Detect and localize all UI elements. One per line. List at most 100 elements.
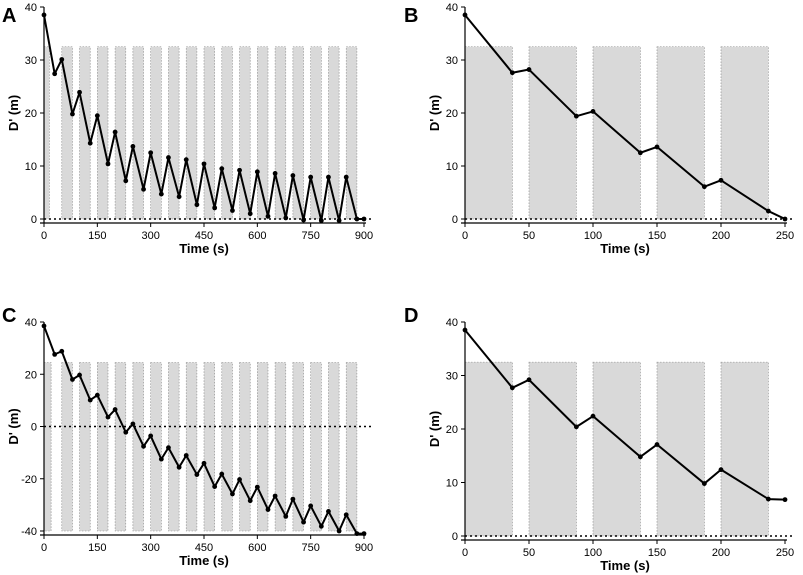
data-point: [782, 497, 788, 503]
chart-panel-b: 0 10 20 30 40 0 50 100 150 200 250 Time (s) D' (m) B: [404, 2, 795, 256]
y-tick-label: 20: [25, 108, 37, 120]
data-point: [361, 531, 367, 537]
shaded-interval: [310, 362, 322, 532]
data-point: [52, 71, 58, 77]
y-tick-label: 30: [446, 371, 458, 383]
data-point: [105, 161, 111, 167]
data-point: [590, 109, 596, 114]
data-point: [237, 477, 242, 482]
data-point: [308, 174, 314, 180]
data-point: [183, 453, 189, 458]
shaded-interval: [328, 362, 340, 532]
data-point: [219, 166, 225, 172]
data-point: [343, 174, 349, 180]
data-point: [123, 429, 129, 435]
data-point: [590, 413, 596, 419]
shaded-interval: [114, 362, 127, 532]
data-point: [701, 184, 707, 190]
data-point: [70, 377, 75, 382]
data-point: [336, 528, 342, 534]
data-point: [230, 491, 235, 497]
data-point: [130, 143, 136, 149]
data-point: [176, 464, 182, 470]
shaded-interval: [43, 362, 52, 532]
shaded-interval: [464, 361, 513, 537]
shaded-interval: [79, 46, 91, 220]
data-point: [41, 12, 47, 18]
shaded-interval: [97, 362, 109, 532]
data-point: [343, 512, 349, 518]
shaded-interval: [185, 46, 198, 220]
data-point: [318, 523, 324, 529]
data-point: [283, 215, 289, 221]
data-point: [201, 460, 207, 466]
shaded-interval: [292, 362, 304, 532]
data-point: [573, 424, 579, 430]
data-point: [462, 327, 468, 333]
shaded-interval: [528, 361, 577, 537]
data-point: [194, 202, 200, 208]
shaded-interval: [203, 46, 215, 220]
y-axis-title: D' (m): [427, 411, 442, 447]
data-point: [782, 216, 788, 222]
data-point: [301, 217, 306, 223]
data-point: [654, 442, 660, 447]
shaded-interval: [528, 46, 577, 220]
data-point: [41, 323, 47, 329]
data-point: [573, 113, 579, 119]
shaded-interval: [61, 362, 73, 532]
data-point: [637, 454, 643, 460]
data-point: [354, 531, 360, 537]
data-point: [526, 67, 532, 72]
data-point: [230, 208, 235, 213]
shaded-interval: [43, 46, 50, 220]
data-point: [361, 216, 367, 222]
x-tick-label: 750: [301, 230, 319, 242]
shaded-interval: [720, 361, 769, 537]
shaded-interval: [292, 46, 304, 220]
x-tick-label: 50: [523, 230, 535, 242]
x-axis-title: Time (s): [600, 241, 650, 256]
data-point: [254, 484, 260, 490]
x-tick-label: 0: [41, 230, 47, 242]
data-point: [77, 372, 82, 378]
shaded-interval: [720, 46, 769, 220]
x-tick-label: 300: [141, 230, 159, 242]
data-point: [123, 178, 129, 184]
y-tick-label: 40: [446, 2, 458, 14]
data-point: [326, 509, 331, 514]
y-tick-label: 10: [25, 161, 37, 173]
data-point: [354, 216, 360, 222]
shaded-interval: [656, 361, 705, 537]
y-tick-label: -40: [21, 526, 37, 538]
data-point: [701, 481, 707, 486]
x-axis-title: Time (s): [179, 553, 229, 568]
shaded-interval: [185, 362, 198, 532]
data-point: [201, 161, 207, 167]
x-tick-label: 250: [776, 547, 794, 559]
data-point: [308, 503, 314, 509]
data-point: [212, 484, 218, 489]
data-point: [765, 208, 771, 214]
y-tick-label: 0: [31, 422, 37, 434]
panel-letter: A: [2, 5, 16, 27]
shaded-interval: [168, 46, 180, 220]
shaded-interval: [61, 46, 73, 220]
y-tick-label: 0: [452, 214, 458, 226]
data-point: [254, 169, 260, 175]
shaded-interval: [203, 362, 215, 532]
y-tick-label: 40: [25, 317, 37, 329]
data-point: [272, 493, 278, 499]
data-point: [130, 421, 136, 427]
x-tick-label: 150: [88, 230, 106, 242]
x-axis-title: Time (s): [600, 558, 650, 573]
data-point: [718, 177, 724, 183]
y-tick-label: 20: [446, 424, 458, 436]
data-point: [212, 205, 218, 211]
data-point: [194, 472, 200, 477]
shaded-interval: [239, 362, 251, 532]
shaded-interval: [328, 46, 340, 220]
x-tick-label: 0: [462, 547, 468, 559]
data-point: [462, 12, 468, 18]
